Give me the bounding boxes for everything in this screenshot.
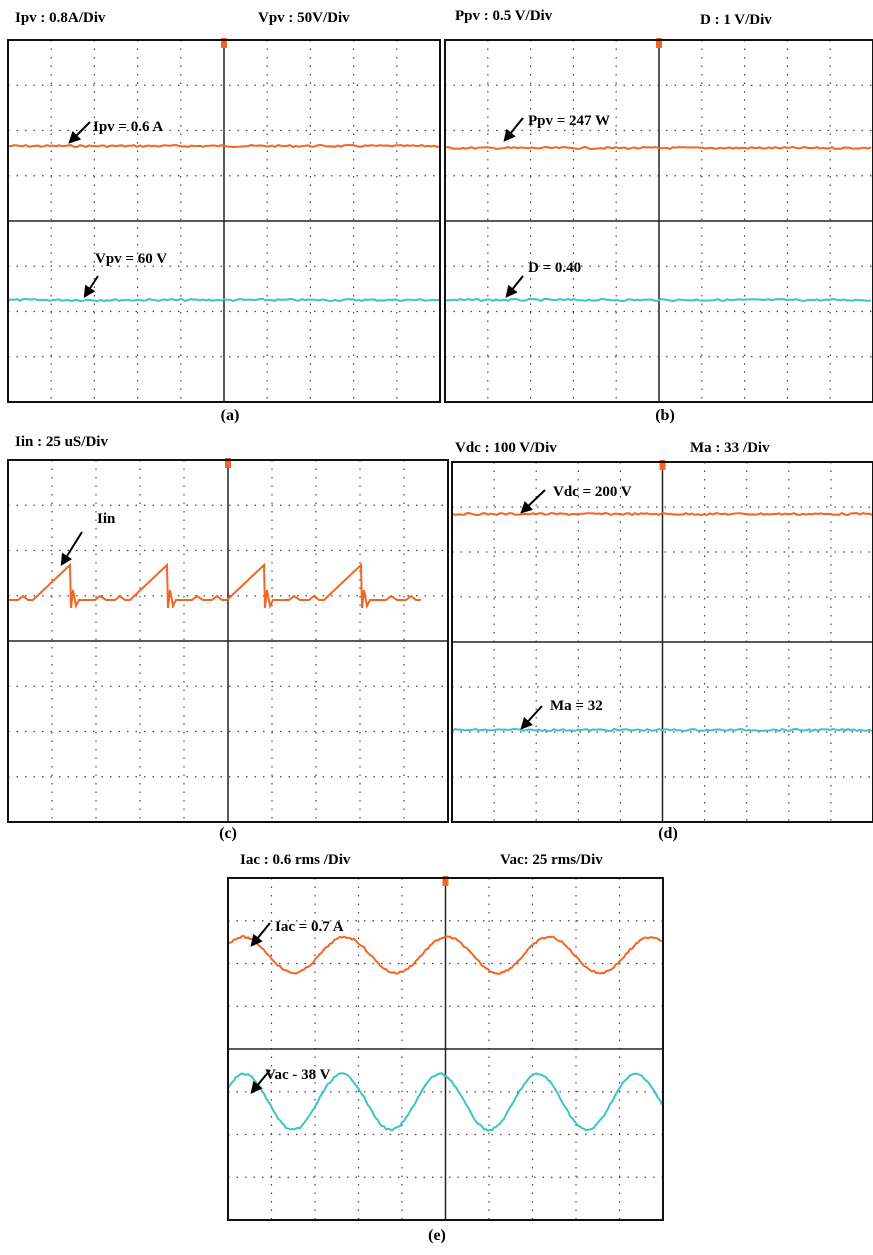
pointer-arrow: [70, 122, 90, 142]
channel-scale-label: Iin : 25 uS/Div: [15, 434, 108, 450]
pointer-arrow: [252, 923, 270, 945]
waveform-trace: [452, 729, 872, 731]
channel-scale-label: Vac: 25 rms/Div: [500, 852, 603, 868]
waveform-trace: [445, 299, 871, 301]
measurement-annotation: Vpv = 60 V: [95, 251, 167, 267]
pointer-arrow: [85, 276, 98, 296]
pointer-arrow: [507, 276, 523, 296]
panel-caption: (a): [221, 407, 240, 424]
channel-scale-label: Vpv : 50V/Div: [258, 10, 350, 26]
channel-scale-label: Ipv : 0.8A/Div: [15, 10, 106, 26]
pointer-arrow: [505, 118, 523, 140]
channel-scale-label: D : 1 V/Div: [700, 12, 772, 28]
measurement-annotation: Ppv = 247 W: [528, 113, 610, 129]
waveform-trace: [8, 565, 421, 608]
panel-caption: (c): [219, 825, 237, 842]
measurement-annotation: Vdc = 200 V: [553, 484, 632, 500]
figure: Ipv : 0.8A/Div Vpv : 50V/Div Ipv = 0.6 A Vp…: [0, 0, 873, 1255]
panel-caption: (b): [655, 407, 675, 424]
channel-scale-label: Ppv : 0.5 V/Div: [455, 8, 553, 24]
channel-scale-label: Iac : 0.6 rms /Div: [240, 852, 351, 868]
oscilloscope-panel: [452, 460, 873, 822]
measurement-annotation: Iac = 0.7 A: [275, 919, 344, 935]
measurement-annotation: D = 0.40: [528, 260, 581, 276]
pointer-arrow: [62, 532, 82, 564]
pointer-arrow: [522, 490, 545, 512]
panel-caption: (d): [658, 825, 678, 842]
oscilloscope-panel: [8, 458, 448, 822]
pointer-arrow: [522, 706, 542, 728]
waveform-trace: [445, 147, 871, 149]
measurement-annotation: Ipv = 0.6 A: [93, 119, 163, 135]
oscilloscope-panel: [8, 38, 440, 402]
measurement-annotation: Iin: [97, 511, 116, 527]
measurement-annotation: Vac - 38 V: [265, 1067, 331, 1083]
panel-caption: (e): [428, 1227, 446, 1244]
channel-scale-label: Vdc : 100 V/Div: [455, 440, 557, 456]
oscilloscope-panel: [445, 38, 873, 402]
measurement-annotation: Ma = 32: [550, 698, 603, 714]
channel-scale-label: Ma : 33 /Div: [690, 440, 770, 456]
